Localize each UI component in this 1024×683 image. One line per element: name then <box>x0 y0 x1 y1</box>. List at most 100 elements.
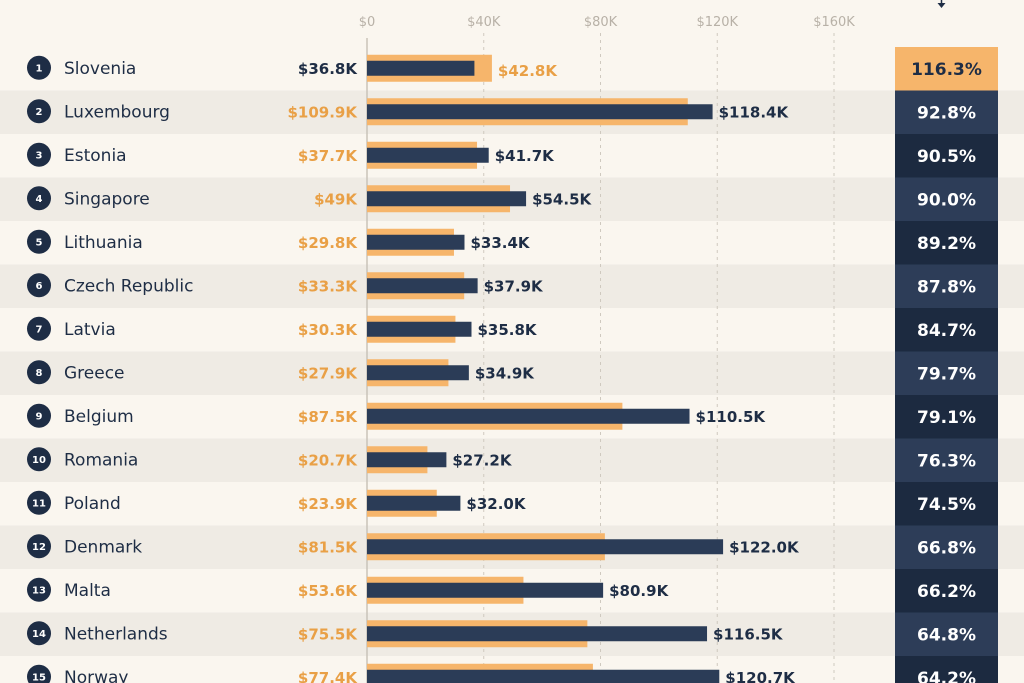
value-label-series-2: $36.8K <box>298 60 358 78</box>
value-label-series-2: $54.5K <box>532 190 592 208</box>
rank-number: 8 <box>36 368 43 379</box>
percent-change-label: 90.5% <box>917 147 976 167</box>
percent-change-label: 84.7% <box>917 321 976 341</box>
value-label-series-1: $33.3K <box>298 277 358 295</box>
percent-change-label: 87.8% <box>917 277 976 297</box>
row-stripe <box>0 438 1024 482</box>
value-label-series-1: $109.9K <box>287 103 358 121</box>
rank-number: 2 <box>36 107 43 118</box>
percent-change-label: 64.2% <box>917 669 976 683</box>
rank-badge <box>27 403 51 428</box>
rank-number: 11 <box>32 498 46 509</box>
x-tick-label: $0 <box>359 15 376 30</box>
bar-series-2 <box>367 104 713 120</box>
rank-badge <box>27 360 51 385</box>
rank-number: 4 <box>36 194 43 205</box>
row-stripe <box>0 351 1024 395</box>
bar-series-2 <box>367 452 447 468</box>
percent-cell <box>895 351 998 395</box>
percent-change-label: 74.5% <box>917 495 976 515</box>
bar-series-2 <box>367 408 690 424</box>
value-label-series-1: $23.9K <box>298 495 358 513</box>
value-label-series-1: $42.8K <box>498 62 558 80</box>
percent-cell <box>895 47 998 91</box>
percent-change-label: 76.3% <box>917 451 976 471</box>
percent-cell <box>895 612 998 656</box>
value-label-series-2: $122.0K <box>729 538 800 556</box>
value-label-series-2: $120.7K <box>725 669 796 683</box>
gridlines <box>483 33 835 683</box>
row-stripe <box>0 264 1024 308</box>
value-label-series-2: $37.9K <box>484 277 544 295</box>
country-label: Estonia <box>64 146 127 166</box>
percent-cell <box>895 177 998 221</box>
country-label: Malta <box>64 581 111 601</box>
bar-series-2 <box>367 669 720 683</box>
x-tick-label: $80K <box>584 15 618 30</box>
bar-series-2 <box>367 191 527 207</box>
rank-number: 14 <box>32 629 46 640</box>
value-label-series-1: $37.7K <box>298 147 358 165</box>
percent-cell <box>895 221 998 265</box>
country-label: Greece <box>64 363 125 383</box>
percent-cell <box>895 525 998 569</box>
rank-number: 9 <box>36 411 43 422</box>
country-label: Denmark <box>64 537 142 557</box>
country-label: Luxembourg <box>64 102 170 122</box>
rank-badge <box>27 99 51 124</box>
bar-series-2 <box>367 321 472 337</box>
value-label-series-2: $116.5K <box>713 625 784 643</box>
country-label: Singapore <box>64 189 150 209</box>
percent-change-label: 92.8% <box>917 103 976 123</box>
percent-change-label: 66.8% <box>917 538 976 558</box>
country-label: Norway <box>64 668 129 683</box>
bar-series-2 <box>367 582 604 598</box>
x-tick-label: $160K <box>813 15 855 30</box>
bar-series-2 <box>367 626 708 642</box>
percent-cell <box>895 438 998 482</box>
value-label-series-1: $81.5K <box>298 538 358 556</box>
country-label: Poland <box>64 494 121 514</box>
bar-series-2 <box>367 495 461 511</box>
country-label: Belgium <box>64 407 134 427</box>
value-label-series-1: $49K <box>314 190 358 208</box>
value-label-series-2: $110.5K <box>696 408 767 426</box>
rank-badge <box>27 142 51 167</box>
bar-series-2 <box>367 60 475 76</box>
country-label: Lithuania <box>64 233 143 253</box>
bar-series-2 <box>367 539 724 555</box>
percent-change-label: 89.2% <box>917 234 976 254</box>
percent-change-label: 79.1% <box>917 408 976 428</box>
rank-badge <box>27 229 51 254</box>
rank-badge <box>27 490 51 515</box>
x-tick-label: $40K <box>467 15 501 30</box>
rank-number: 6 <box>36 281 43 292</box>
value-label-series-1: $77.4K <box>298 669 358 683</box>
percent-change-label: 90.0% <box>917 190 976 210</box>
value-label-series-1: $75.5K <box>298 625 358 643</box>
value-label-series-2: $33.4K <box>470 234 530 252</box>
bar-series-2 <box>367 147 489 163</box>
rank-badge <box>27 577 51 602</box>
value-label-series-1: $29.8K <box>298 234 358 252</box>
rank-badge <box>27 55 51 80</box>
percent-change-column: 116.3% 92.8% 90.5% 90.0% 89.2% 87.8% 84.7% 79.7… <box>895 47 998 683</box>
rank-number: 15 <box>32 672 46 683</box>
x-axis-ticks: $0 $40K $80K $120K $160K <box>359 15 856 30</box>
percent-cell <box>895 134 998 178</box>
rank-badge <box>27 534 51 559</box>
rank-badge <box>27 186 51 211</box>
percent-cell <box>895 264 998 308</box>
rank-number: 5 <box>36 237 43 248</box>
percent-cell <box>895 482 998 526</box>
value-label-series-2: $32.0K <box>466 495 526 513</box>
rank-badge <box>27 273 51 298</box>
value-label-series-1: $53.6K <box>298 582 358 600</box>
rank-badge <box>27 621 51 646</box>
percent-cell <box>895 569 998 613</box>
country-label: Latvia <box>64 320 116 340</box>
rank-badge <box>27 447 51 472</box>
rank-number: 10 <box>32 455 46 466</box>
percent-cell <box>895 395 998 439</box>
